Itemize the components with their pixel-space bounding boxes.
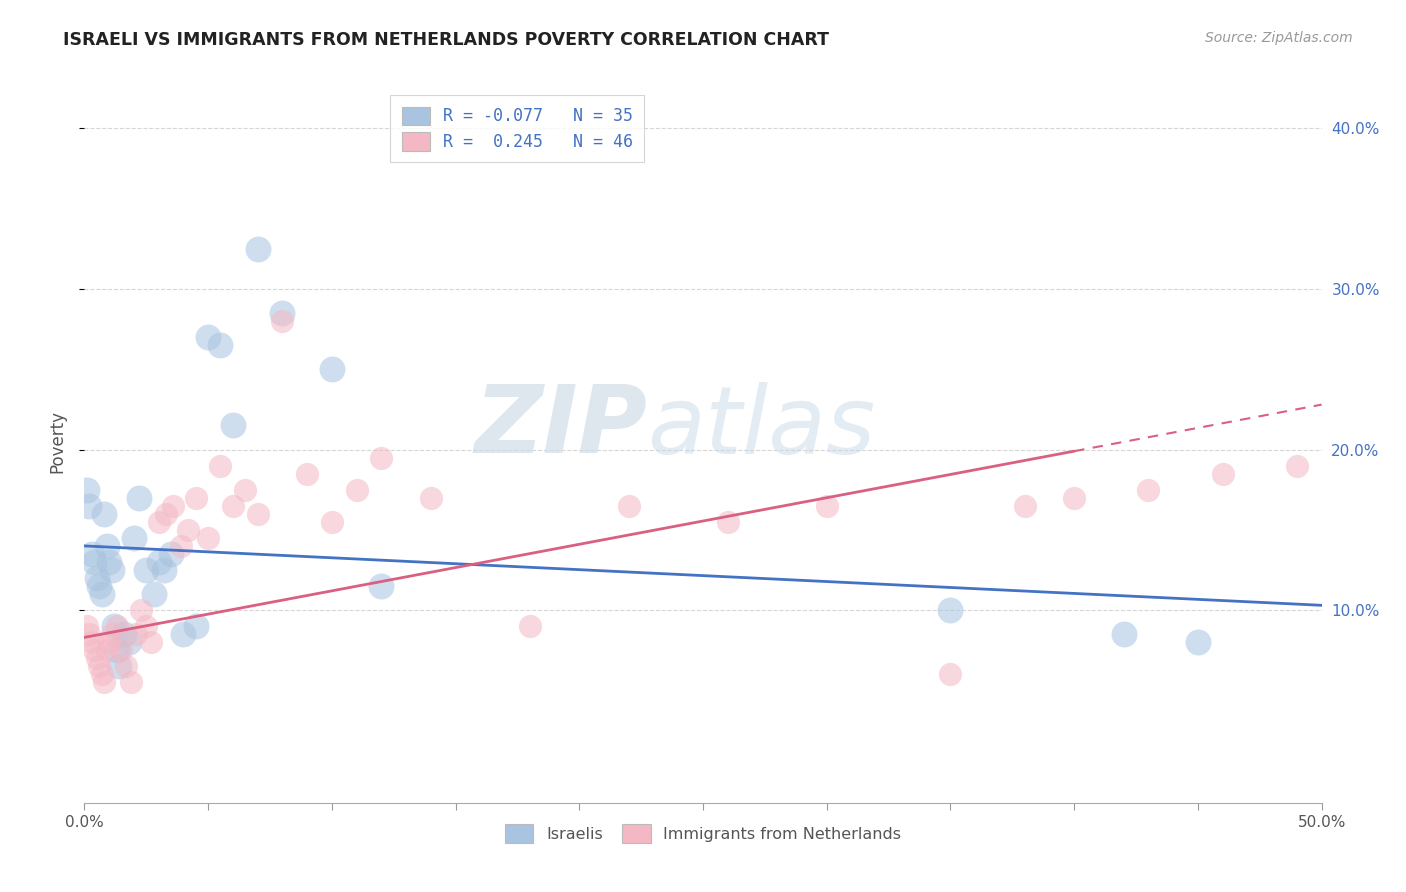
Point (222, 499, 245, 513)
Point (148, 555, 170, 569)
Point (1187, 635, 1209, 649)
Point (118, 635, 141, 649)
Point (125, 627, 148, 641)
Point (1137, 483, 1160, 497)
Point (96, 643, 118, 657)
Legend: Israelis, Immigrants from Netherlands: Israelis, Immigrants from Netherlands (498, 818, 908, 849)
Point (246, 242, 269, 256)
Y-axis label: Poverty: Poverty (48, 410, 66, 473)
Point (209, 338, 232, 352)
Point (80, 547, 103, 561)
Point (197, 330, 219, 344)
Point (120, 675, 142, 690)
Point (90, 667, 112, 681)
Point (370, 579, 392, 593)
Point (83, 555, 105, 569)
Point (172, 627, 194, 641)
Point (1212, 467, 1234, 481)
Text: atlas: atlas (647, 382, 876, 473)
Point (122, 531, 145, 545)
Point (79, 499, 101, 513)
Point (295, 467, 318, 481)
Point (76, 483, 98, 497)
Point (162, 499, 184, 513)
Point (370, 450, 392, 465)
Point (129, 603, 152, 617)
Point (135, 563, 157, 577)
Point (233, 483, 256, 497)
Point (90, 587, 112, 601)
Point (815, 499, 838, 513)
Point (321, 362, 343, 376)
Point (184, 619, 207, 633)
Point (96, 539, 118, 553)
Point (135, 619, 157, 633)
Point (98, 555, 121, 569)
Point (717, 515, 740, 529)
Point (939, 603, 962, 617)
Point (98, 635, 121, 649)
Point (89, 659, 111, 673)
Point (100, 627, 122, 641)
Point (939, 667, 962, 681)
Point (617, 499, 640, 513)
Point (152, 563, 174, 577)
Point (197, 531, 219, 545)
Point (108, 659, 131, 673)
Point (184, 491, 207, 505)
Point (519, 619, 541, 633)
Point (89, 579, 111, 593)
Point (141, 635, 163, 649)
Point (83, 643, 105, 657)
Text: Source: ZipAtlas.com: Source: ZipAtlas.com (1205, 31, 1353, 45)
Point (346, 483, 368, 497)
Point (155, 507, 177, 521)
Point (321, 515, 343, 529)
Point (142, 587, 165, 601)
Point (103, 619, 125, 633)
Point (93, 507, 115, 521)
Point (80, 635, 103, 649)
Point (86, 571, 108, 585)
Point (76, 619, 98, 633)
Point (209, 458, 232, 473)
Point (110, 643, 132, 657)
Point (105, 619, 128, 633)
Point (246, 507, 269, 521)
Point (1014, 499, 1036, 513)
Point (1063, 491, 1085, 505)
Text: ZIP: ZIP (474, 381, 647, 473)
Point (100, 563, 122, 577)
Point (1112, 627, 1135, 641)
Point (148, 515, 170, 529)
Point (271, 314, 294, 328)
Point (170, 539, 193, 553)
Point (1285, 458, 1308, 473)
Point (271, 306, 294, 320)
Point (128, 491, 150, 505)
Point (105, 643, 128, 657)
Point (177, 523, 200, 537)
Text: ISRAELI VS IMMIGRANTS FROM NETHERLANDS POVERTY CORRELATION CHART: ISRAELI VS IMMIGRANTS FROM NETHERLANDS P… (63, 31, 830, 49)
Point (160, 547, 183, 561)
Point (112, 627, 135, 641)
Point (93, 675, 115, 690)
Point (222, 418, 245, 433)
Point (86, 651, 108, 665)
Point (419, 491, 441, 505)
Point (79, 627, 101, 641)
Point (115, 659, 138, 673)
